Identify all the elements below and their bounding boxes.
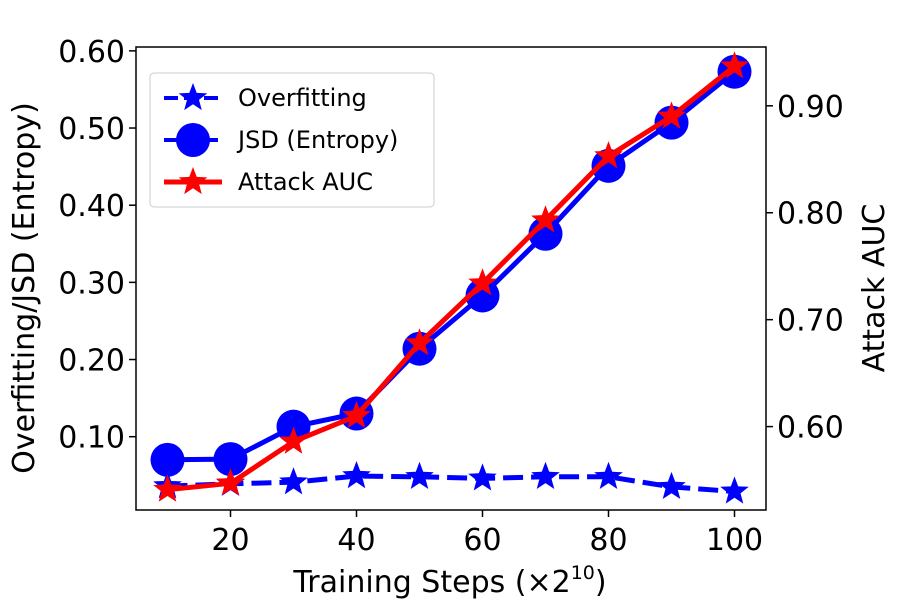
data-point-jsd-entropy	[213, 442, 248, 477]
y-right-tick-label: 0.80	[777, 197, 844, 232]
data-point-overfitting	[342, 461, 371, 489]
y-axis-title-right: Attack AUC	[857, 204, 892, 373]
legend: Overfitting JSD (Entropy) Attack AUC	[149, 72, 435, 208]
x-tick-label: 100	[706, 523, 763, 558]
legend-swatch-jsd	[164, 123, 222, 157]
data-point-jsd-entropy	[591, 148, 626, 183]
y-left-tick-label: 0.40	[58, 189, 125, 224]
series-line-attack-auc	[167, 64, 737, 493]
data-point-attack-auc	[468, 268, 497, 296]
axes-layer	[135, 46, 767, 511]
x-tick-label: 80	[589, 523, 627, 558]
y-left-tick-label: 0.20	[58, 344, 125, 379]
data-point-attack-auc	[594, 141, 623, 169]
x-tick-label: 40	[337, 523, 375, 558]
data-point-overfitting	[468, 463, 497, 491]
y-left-tick-label: 0.10	[58, 421, 125, 456]
data-point-attack-auc	[216, 468, 245, 496]
data-point-attack-auc	[531, 205, 560, 233]
legend-swatch-attack-auc	[164, 167, 222, 195]
data-point-attack-auc	[342, 400, 371, 428]
y-left-tick-label: 0.60	[58, 35, 125, 70]
data-point-jsd-entropy	[150, 442, 185, 477]
data-point-overfitting	[657, 471, 686, 499]
y-left-tick-label: 0.50	[58, 112, 125, 147]
data-point-attack-auc	[405, 328, 434, 356]
legend-label-overfitting: Overfitting	[238, 84, 367, 112]
x-tick-label: 60	[463, 523, 501, 558]
data-point-attack-auc	[279, 426, 308, 454]
legend-label-attack-auc: Attack AUC	[238, 168, 373, 196]
y-axis-title-left: Overfitting/JSD (Entropy)	[7, 102, 42, 474]
x-axis-title-exponent: 10	[571, 562, 595, 584]
ticks-layer: 20 40 60 80 100 0.10 0.20 0.30 0.40 0.50 0.60 0.60 0…	[58, 35, 844, 558]
plot-frame	[135, 46, 767, 511]
y-left-tick-label: 0.30	[58, 266, 125, 301]
series-layer	[150, 51, 752, 504]
y-right-tick-label: 0.70	[777, 304, 844, 339]
data-point-overfitting	[531, 461, 560, 489]
series-attack-auc	[153, 51, 749, 502]
data-point-overfitting	[279, 467, 308, 495]
data-point-attack-auc	[657, 101, 686, 129]
data-point-attack-auc	[153, 474, 182, 502]
x-axis-title-suffix: )	[595, 565, 607, 600]
legend-frame	[149, 72, 435, 208]
data-point-attack-auc	[720, 51, 749, 79]
data-point-overfitting	[405, 461, 434, 489]
x-axis-title: Training Steps (×210)	[292, 562, 606, 600]
y-right-tick-label: 0.90	[777, 90, 844, 125]
data-point-overfitting	[720, 476, 749, 504]
legend-label-jsd: JSD (Entropy)	[236, 126, 398, 154]
x-axis-title-prefix: Training Steps (×2	[292, 565, 570, 600]
legend-swatch-overfitting	[164, 83, 222, 111]
data-point-jsd-entropy	[465, 278, 500, 313]
series-line-overfitting	[167, 473, 735, 494]
x-tick-label: 20	[211, 523, 249, 558]
data-point-overfitting	[594, 461, 623, 489]
series-line-jsd-entropy	[167, 69, 737, 463]
y-right-tick-label: 0.60	[777, 411, 844, 446]
